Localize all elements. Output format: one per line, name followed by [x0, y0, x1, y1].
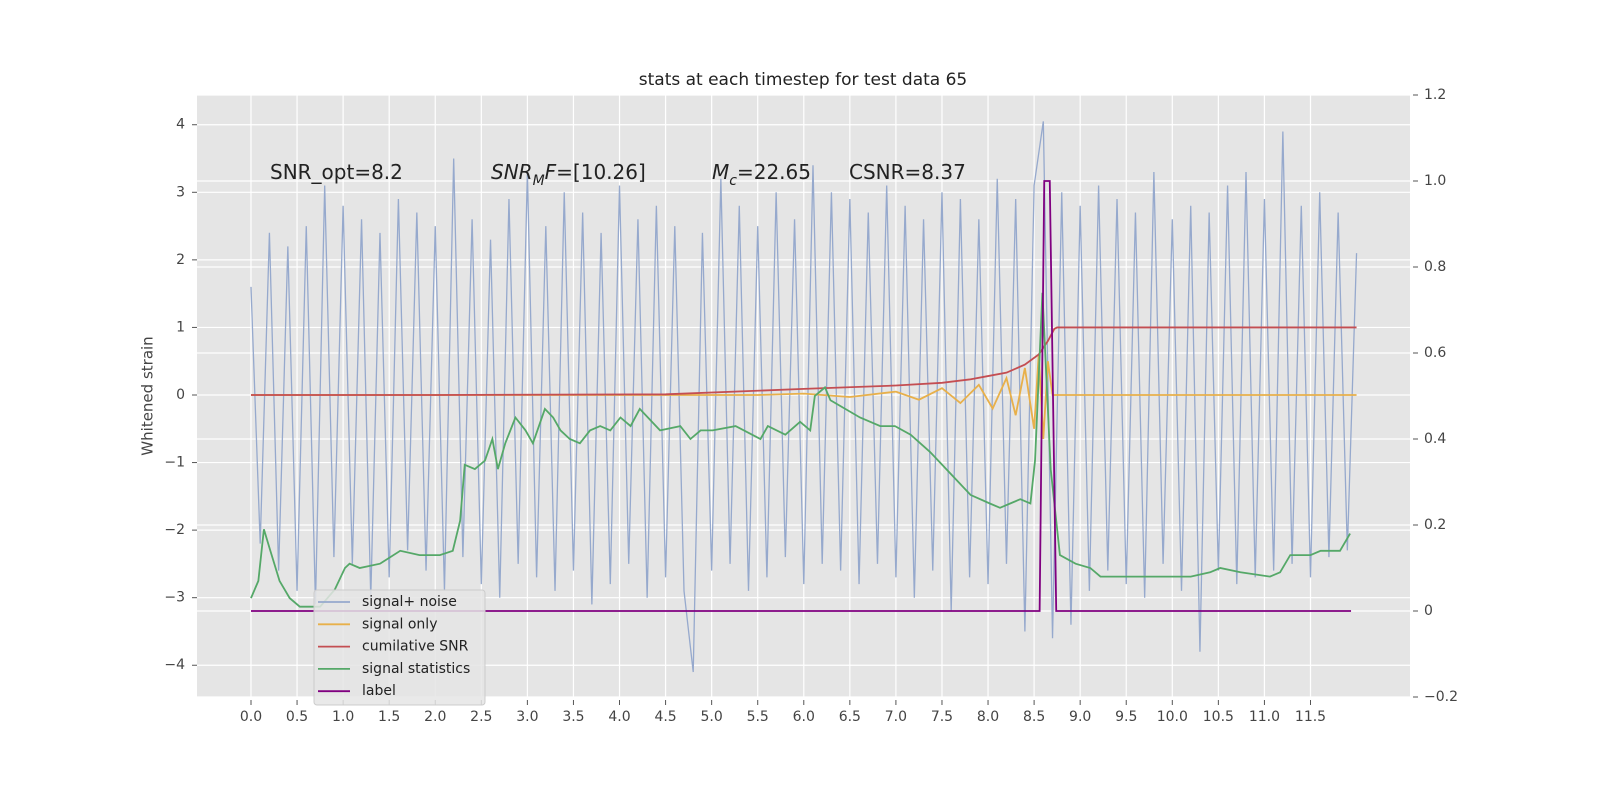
x-tick-label: 5.0	[701, 709, 723, 725]
y2-tick-label: −0.2	[1424, 689, 1458, 705]
annotation: Mc=22.65	[712, 160, 811, 190]
y-tick-label: −3	[164, 590, 185, 606]
annotation-part: =22.65	[737, 160, 811, 184]
y2-tick-label: 0	[1424, 603, 1433, 619]
y-tick-label: 0	[176, 387, 185, 403]
x-tick-label: 10.5	[1203, 709, 1234, 725]
y2-tick-label: 0.2	[1424, 517, 1446, 533]
y2-tick-label: 0.4	[1424, 431, 1446, 447]
x-tick-label: 6.5	[839, 709, 861, 725]
legend: signal+ noise signal only cumilative SNR si…	[313, 589, 486, 706]
x-tick-label: 9.0	[1069, 709, 1091, 725]
x-tick-label: 3.0	[516, 709, 538, 725]
y2-tick-label: 1.0	[1424, 173, 1446, 189]
y-tick-label: 3	[176, 184, 185, 200]
y-tick-label: 4	[176, 117, 185, 133]
x-tick-label: 4.0	[608, 709, 630, 725]
annotation: SNRMF=[10.26]	[491, 160, 646, 190]
x-tick-label: 9.5	[1115, 709, 1137, 725]
y-axis-label: Whitened strain	[139, 336, 157, 455]
x-tick-label: 0.5	[286, 709, 308, 725]
legend-box	[313, 589, 486, 706]
x-tick-label: 8.0	[977, 709, 999, 725]
x-tick-label: 7.5	[931, 709, 953, 725]
y-tick-label: 1	[176, 319, 185, 335]
x-tick-label: 5.5	[747, 709, 769, 725]
legend-label: label	[362, 683, 396, 699]
legend-label: signal statistics	[362, 661, 470, 677]
x-tick-label: 11.0	[1249, 709, 1280, 725]
x-tick-label: 8.5	[1023, 709, 1045, 725]
legend-label: cumilative SNR	[362, 639, 469, 655]
y-tick-label: −2	[164, 522, 185, 538]
y-tick-label: −1	[164, 455, 185, 471]
y-tick-label: 2	[176, 252, 185, 268]
y2-tick-label: 1.2	[1424, 87, 1446, 103]
y2-tick-label: 0.6	[1424, 345, 1446, 361]
annotation-part: SNR	[491, 160, 533, 184]
x-tick-label: 1.5	[378, 709, 400, 725]
x-tick-label: 2.0	[424, 709, 446, 725]
x-tick-label: 6.0	[793, 709, 815, 725]
chart-title: stats at each timestep for test data 65	[639, 70, 968, 90]
annotation-part: M	[533, 173, 545, 189]
series-line	[250, 354, 1357, 439]
y2-tick-label: 0.8	[1424, 259, 1446, 275]
annotation-part: F	[545, 160, 557, 184]
x-tick-label: 7.0	[885, 709, 907, 725]
series-line	[250, 292, 1351, 608]
legend-label: signal+ noise	[362, 594, 457, 610]
x-tick-label: 4.5	[654, 709, 676, 725]
x-tick-label: 3.5	[562, 709, 584, 725]
x-tick-label: 0.0	[240, 709, 262, 725]
series-line	[250, 121, 1358, 673]
annotation-part: M	[712, 160, 729, 184]
series-line	[250, 180, 1352, 612]
annotation-part: c	[729, 173, 737, 189]
annotation-part: SNR_opt=8.2	[270, 160, 403, 184]
annotation-part: CSNR=8.37	[849, 160, 966, 184]
x-tick-label: 11.5	[1295, 709, 1326, 725]
x-tick-label: 2.5	[470, 709, 492, 725]
annotation: SNR_opt=8.2	[270, 160, 403, 184]
legend-label: signal only	[362, 616, 437, 632]
annotation: CSNR=8.37	[849, 160, 966, 184]
annotation-part: =[10.26]	[556, 160, 646, 184]
x-tick-label: 1.0	[332, 709, 354, 725]
y-tick-label: −4	[164, 657, 185, 673]
x-tick-label: 10.0	[1157, 709, 1188, 725]
